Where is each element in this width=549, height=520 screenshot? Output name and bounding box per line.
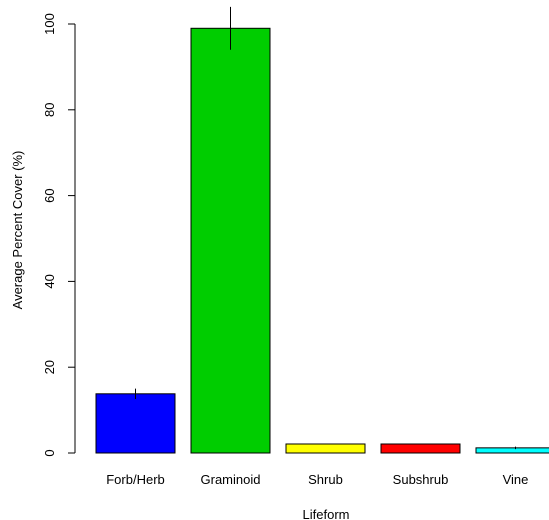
bar <box>190 27 271 454</box>
x-tick-label: Vine <box>503 472 529 487</box>
y-tick-label: 40 <box>42 274 57 288</box>
bar <box>95 393 176 454</box>
x-tick-label: Forb/Herb <box>106 472 165 487</box>
y-tick-label: 80 <box>42 103 57 117</box>
y-tick-label: 0 <box>42 449 57 456</box>
x-tick-label: Graminoid <box>201 472 261 487</box>
y-tick-label: 60 <box>42 188 57 202</box>
bar <box>380 443 461 454</box>
y-tick-label: 20 <box>42 360 57 374</box>
x-tick-label: Subshrub <box>393 472 449 487</box>
y-tick-label: 100 <box>42 13 57 35</box>
y-axis-label: Average Percent Cover (%) <box>10 151 25 310</box>
x-tick-labels: Forb/Herb Graminoid Shrub Subshrub Vine <box>106 472 528 487</box>
bar <box>475 447 549 454</box>
bars-group <box>95 27 549 454</box>
bar <box>285 443 366 454</box>
x-tick-label: Shrub <box>308 472 343 487</box>
x-axis-label: Lifeform <box>303 507 350 520</box>
error-bars-group <box>135 6 516 450</box>
y-axis: 0 20 40 60 80 100 <box>42 13 76 457</box>
